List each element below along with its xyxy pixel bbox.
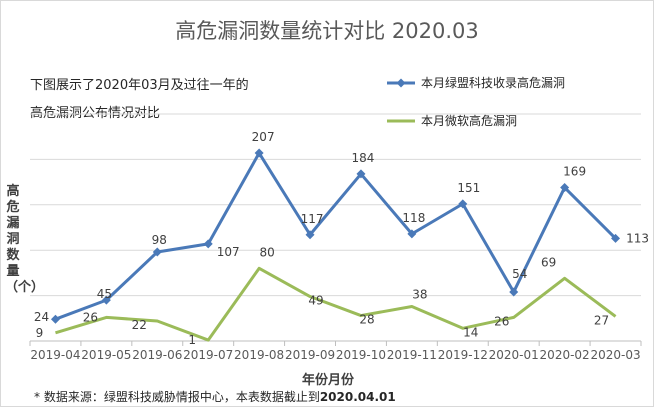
footnote: * 数据来源：绿盟科技威胁情报中心，本表数据截止到2020.04.01 xyxy=(34,388,396,405)
x-tick-label: 2019-12 xyxy=(438,348,488,362)
data-point-nsfocus xyxy=(356,169,366,179)
chart-title: 高危漏洞数量统计对比 2020.03 xyxy=(175,19,479,43)
data-label-nsfocus: 184 xyxy=(352,151,375,165)
data-point-nsfocus xyxy=(458,199,468,209)
data-point-nsfocus xyxy=(203,239,213,249)
footnote-source: * 数据来源：绿盟科技威胁情报中心，本表数据截止到 xyxy=(34,390,320,404)
x-tick-label: 2019-11 xyxy=(387,348,437,362)
data-label-microsoft: 9 xyxy=(36,326,44,340)
data-label-nsfocus: 118 xyxy=(402,211,425,225)
data-point-nsfocus xyxy=(407,229,417,239)
data-label-microsoft: 28 xyxy=(359,313,374,327)
data-label-nsfocus: 45 xyxy=(97,287,112,301)
data-point-nsfocus xyxy=(305,230,315,240)
data-label-microsoft: 27 xyxy=(594,313,609,327)
intro-line-1: 下图展示了2020年03月及过往一年的 xyxy=(30,78,249,93)
x-tick-label: 2020-02 xyxy=(540,348,590,362)
x-tick-label: 2019-09 xyxy=(285,348,335,362)
data-label-microsoft: 26 xyxy=(494,314,509,328)
data-label-nsfocus: 54 xyxy=(512,267,527,281)
data-point-nsfocus xyxy=(254,148,264,158)
data-label-nsfocus: 113 xyxy=(626,231,649,245)
legend-label-microsoft: 本月微软高危漏洞 xyxy=(421,113,517,128)
legend-label-nsfocus: 本月绿盟科技收录高危漏洞 xyxy=(421,75,565,90)
x-tick-label: 2019-04 xyxy=(30,348,80,362)
series-line-nsfocus xyxy=(54,151,617,321)
series-line-microsoft xyxy=(55,266,617,342)
x-tick-label: 2020-01 xyxy=(489,348,539,362)
data-label-nsfocus: 169 xyxy=(563,165,586,179)
data-label-microsoft: 1 xyxy=(188,333,196,347)
data-label-microsoft: 14 xyxy=(463,325,478,339)
data-label-microsoft: 22 xyxy=(132,318,147,332)
x-tick-label: 2019-07 xyxy=(183,348,233,362)
data-label-microsoft: 38 xyxy=(412,287,427,301)
data-label-microsoft: 26 xyxy=(83,310,98,324)
data-label-nsfocus: 107 xyxy=(217,245,240,259)
data-label-microsoft: 69 xyxy=(541,255,556,269)
legend-marker-nsfocus xyxy=(396,78,406,88)
x-axis-label: 年份月份 xyxy=(301,373,354,388)
x-tick-label: 2019-05 xyxy=(81,348,131,362)
data-label-microsoft: 80 xyxy=(259,245,274,259)
data-label-nsfocus: 151 xyxy=(457,181,480,195)
data-point-nsfocus xyxy=(611,233,621,243)
data-label-microsoft: 49 xyxy=(308,294,323,308)
data-point-nsfocus xyxy=(152,247,162,257)
data-label-nsfocus: 207 xyxy=(252,130,275,144)
data-label-nsfocus: 98 xyxy=(152,233,167,247)
footnote-date: 2020.04.01 xyxy=(319,390,396,404)
data-point-nsfocus xyxy=(101,295,111,305)
data-point-nsfocus xyxy=(50,314,60,324)
x-tick-label: 2019-08 xyxy=(234,348,284,362)
x-tick-label: 2019-06 xyxy=(132,348,182,362)
x-tick-label: 2019-10 xyxy=(336,348,386,362)
data-label-nsfocus: 117 xyxy=(301,212,324,226)
data-point-nsfocus xyxy=(560,183,570,193)
data-label-nsfocus: 24 xyxy=(34,310,49,324)
data-point-nsfocus xyxy=(509,287,519,297)
x-tick-label: 2020-03 xyxy=(590,348,640,362)
